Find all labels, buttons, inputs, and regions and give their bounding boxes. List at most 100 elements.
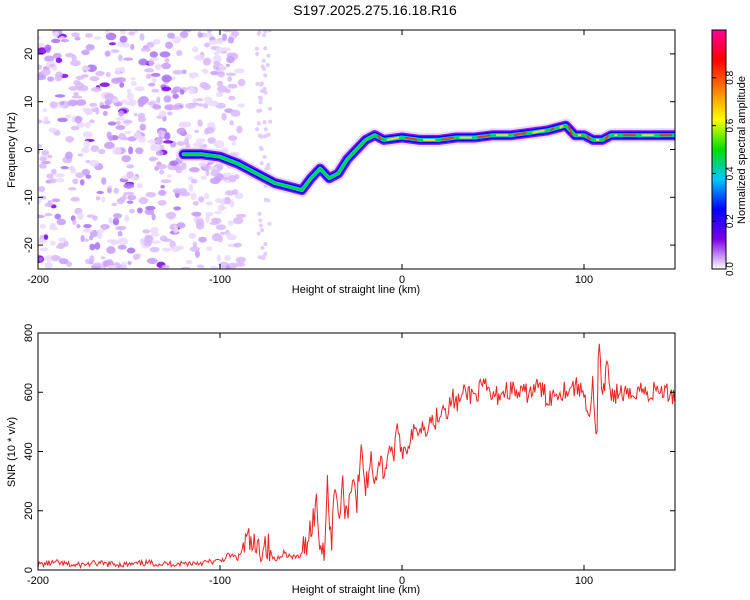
colorbar-tick-label: 0.6 [725,118,736,132]
noise-speckle [225,72,237,76]
noise-speckle-group [38,30,273,269]
noise-speckle [221,176,229,181]
noise-speckle [117,237,129,245]
noise-speckle [149,51,158,58]
noise-speckle [55,177,65,183]
noise-speckle [105,30,110,35]
spectrogram-ytick-label: -20 [23,237,35,253]
noise-speckle [200,175,207,180]
noise-speckle [266,132,271,137]
noise-speckle [76,224,81,229]
noise-speckle [107,121,117,126]
noise-speckle [38,195,42,204]
noise-speckle [173,225,179,234]
noise-speckle [264,166,269,171]
noise-speckle [58,258,69,265]
noise-speckle [259,146,264,151]
noise-speckle [152,104,162,110]
noise-speckle [99,82,110,88]
noise-speckle [152,38,161,45]
noise-speckle [81,147,90,154]
noise-speckle [257,211,262,216]
noise-speckle [91,105,97,110]
noise-speckle [265,63,270,68]
ridge-hot-segment [477,134,491,139]
noise-speckle [232,217,244,225]
noise-speckle [123,120,133,124]
noise-speckle [123,57,134,61]
noise-speckle [127,136,137,142]
noise-speckle [222,30,233,33]
noise-speckle [85,44,95,51]
noise-speckle [41,68,51,76]
noise-speckle [149,57,159,61]
noise-speckle [231,30,240,37]
noise-speckle [74,115,83,124]
snr-xlabel: Height of straight line (km) [292,584,420,596]
noise-speckle [115,117,126,121]
noise-speckle [140,47,151,52]
noise-speckle [185,102,197,109]
noise-speckle [86,109,94,115]
noise-speckle [237,103,246,108]
noise-speckle [150,233,160,237]
noise-speckle [134,86,145,92]
noise-speckle [112,146,122,155]
noise-speckle [124,191,135,196]
noise-speckle [267,221,272,226]
noise-speckle [260,245,265,250]
noise-speckle [89,76,100,82]
noise-speckle [228,175,237,183]
noise-speckle [257,255,262,260]
noise-speckle [102,223,107,231]
noise-speckle [65,114,72,119]
noise-speckle [150,143,161,152]
noise-speckle [89,119,95,124]
noise-speckle [104,50,111,57]
noise-speckle [255,81,260,86]
noise-speckle [128,99,137,106]
noise-speckle [146,41,155,48]
noise-speckle [133,132,142,139]
noise-speckle [161,74,172,83]
noise-speckle [261,58,266,63]
noise-speckle [263,73,268,78]
noise-speckle [108,185,113,189]
noise-speckle [215,224,227,230]
noise-speckle [38,186,46,193]
ridge-hot-segment [532,129,545,134]
noise-speckle [139,33,145,41]
noise-speckle [190,192,197,201]
colorbar-tick-label: 0.8 [725,70,736,84]
noise-speckle [159,51,171,58]
noise-speckle [124,130,132,134]
noise-speckle [176,127,187,135]
noise-speckle [59,101,65,106]
noise-speckle [176,141,186,146]
noise-speckle [159,169,165,175]
noise-speckle [56,218,66,226]
noise-speckle [164,57,170,64]
noise-speckle [217,70,226,78]
noise-speckle [266,162,271,167]
noise-speckle [188,232,197,239]
noise-speckle [83,238,90,242]
noise-speckle [266,198,271,203]
noise-speckle [157,129,164,136]
noise-speckle [229,120,234,126]
noise-speckle [104,93,115,101]
noise-speckle [227,220,234,226]
noise-speckle [105,72,111,78]
noise-speckle [160,184,165,189]
colorbar-gradient [711,29,727,270]
noise-speckle [71,95,83,99]
snr-ylabel: SNR (10 * v/v) [6,417,18,487]
noise-speckle [38,144,43,148]
noise-speckle [119,35,128,43]
noise-speckle [120,99,128,104]
noise-speckle [235,256,246,264]
noise-speckle [99,104,111,109]
noise-speckle [206,246,213,251]
noise-speckle [126,247,136,254]
noise-speckle [194,129,199,133]
